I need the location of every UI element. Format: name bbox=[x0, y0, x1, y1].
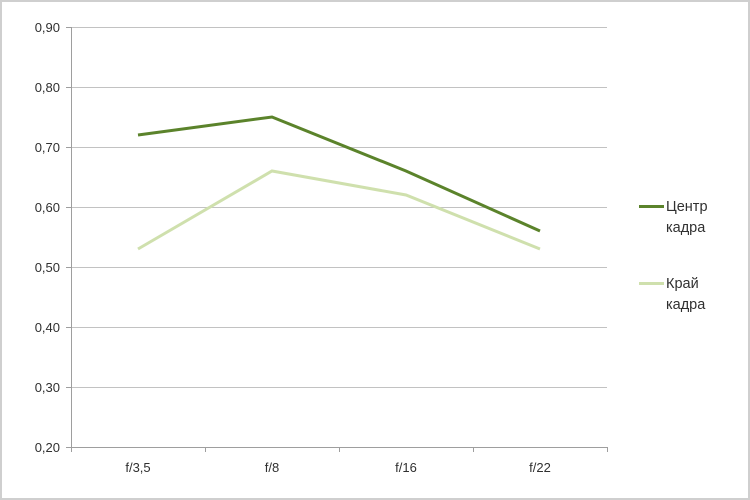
legend-item: Край кадра bbox=[639, 274, 726, 316]
x-tick-label: f/16 bbox=[395, 460, 417, 475]
legend-item: Центр кадра bbox=[639, 197, 726, 239]
series-line-0 bbox=[137, 115, 541, 233]
y-tick-label: 0,40 bbox=[34, 319, 60, 335]
x-tick-label: f/22 bbox=[529, 460, 551, 475]
x-tick-label: f/8 bbox=[264, 460, 280, 475]
y-tick-label: 0,70 bbox=[34, 139, 60, 155]
x-tick-label: f/3,5 bbox=[125, 460, 151, 475]
legend-label: Край кадра bbox=[666, 276, 706, 313]
y-tick-label: 0,90 bbox=[34, 19, 60, 35]
legend-line-swatch bbox=[639, 282, 664, 285]
y-tick-label: 0,50 bbox=[34, 259, 60, 275]
legend-label: Центр кадра bbox=[666, 199, 708, 236]
y-tick-label: 0,80 bbox=[34, 79, 60, 95]
y-tick-label: 0,20 bbox=[34, 439, 60, 455]
legend-line-swatch bbox=[639, 205, 664, 208]
y-tick-label: 0,60 bbox=[34, 199, 60, 215]
series-line-1 bbox=[137, 169, 541, 251]
y-tick-label: 0,30 bbox=[34, 379, 60, 395]
